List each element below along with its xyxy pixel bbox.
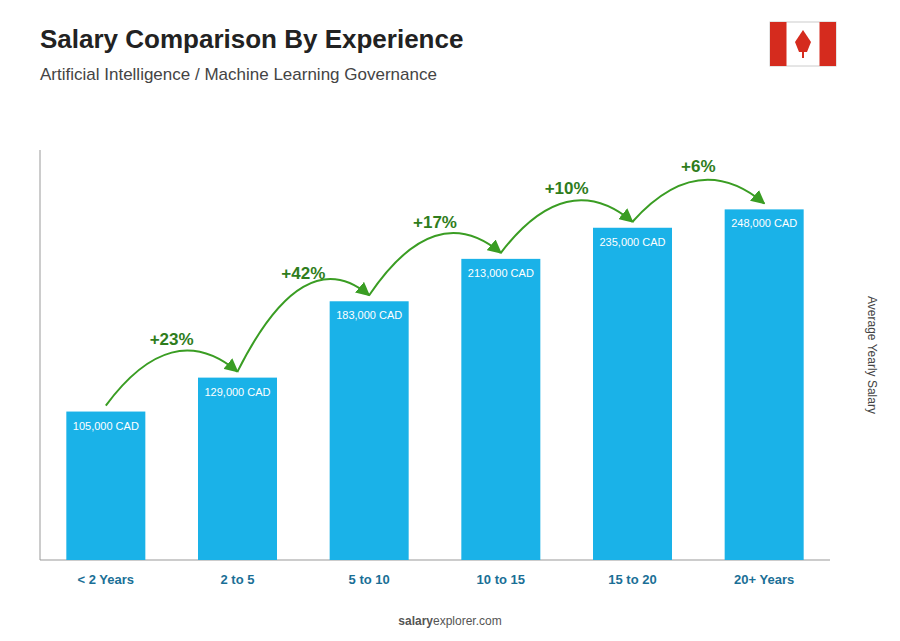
y-axis-line <box>40 150 41 560</box>
watermark: salaryexplorer.com <box>398 614 501 628</box>
flag-field <box>770 22 836 66</box>
bars <box>66 209 803 560</box>
annotation: +23% <box>150 330 194 349</box>
x-tick-label: 2 to 5 <box>221 572 255 587</box>
x-tick-label: 5 to 10 <box>349 572 390 587</box>
chart-svg: Salary Comparison By Experience Artificia… <box>0 0 900 641</box>
x-tick-label: < 2 Years <box>78 572 135 587</box>
change-arrow <box>501 200 633 253</box>
data-label: 235,000 CAD <box>599 236 665 248</box>
bar <box>330 301 409 560</box>
annotation: +10% <box>545 179 589 198</box>
x-tick-label: 15 to 20 <box>608 572 656 587</box>
bar <box>198 378 277 560</box>
x-axis-line <box>40 560 830 561</box>
flag-stripe <box>770 22 787 66</box>
flag-leaf <box>795 30 811 52</box>
watermark-bold: salary <box>398 614 433 628</box>
y-axis-label: Average Yearly Salary <box>865 296 879 414</box>
bar <box>725 209 804 560</box>
data-label: 129,000 CAD <box>204 386 270 398</box>
annotation: +42% <box>281 264 325 283</box>
watermark-normal: explorer.com <box>433 614 502 628</box>
change-arrow <box>369 233 501 295</box>
subtitle: Artificial Intelligence / Machine Learni… <box>40 65 437 84</box>
flag <box>770 22 836 66</box>
bar <box>66 412 145 560</box>
page: {"chart_data": {"type": "bar", "title": … <box>0 0 900 641</box>
bar <box>461 259 540 560</box>
annotation: +17% <box>413 213 457 232</box>
annotation: +6% <box>681 157 716 176</box>
change-arrow <box>106 351 238 406</box>
bar <box>593 228 672 560</box>
flag-stripe <box>820 22 837 66</box>
x-tick-label: 20+ Years <box>734 572 794 587</box>
data-label: 248,000 CAD <box>731 217 797 229</box>
data-label: 213,000 CAD <box>468 267 534 279</box>
x-tick-label: 10 to 15 <box>477 572 525 587</box>
chart-container: Salary Comparison By Experience Artificia… <box>0 0 900 641</box>
title: Salary Comparison By Experience <box>40 24 463 54</box>
change-arrow <box>238 279 370 372</box>
flag-stem <box>802 52 804 58</box>
change-arrow <box>633 180 765 222</box>
data-label: 183,000 CAD <box>336 309 402 321</box>
data-label: 105,000 CAD <box>73 420 139 432</box>
